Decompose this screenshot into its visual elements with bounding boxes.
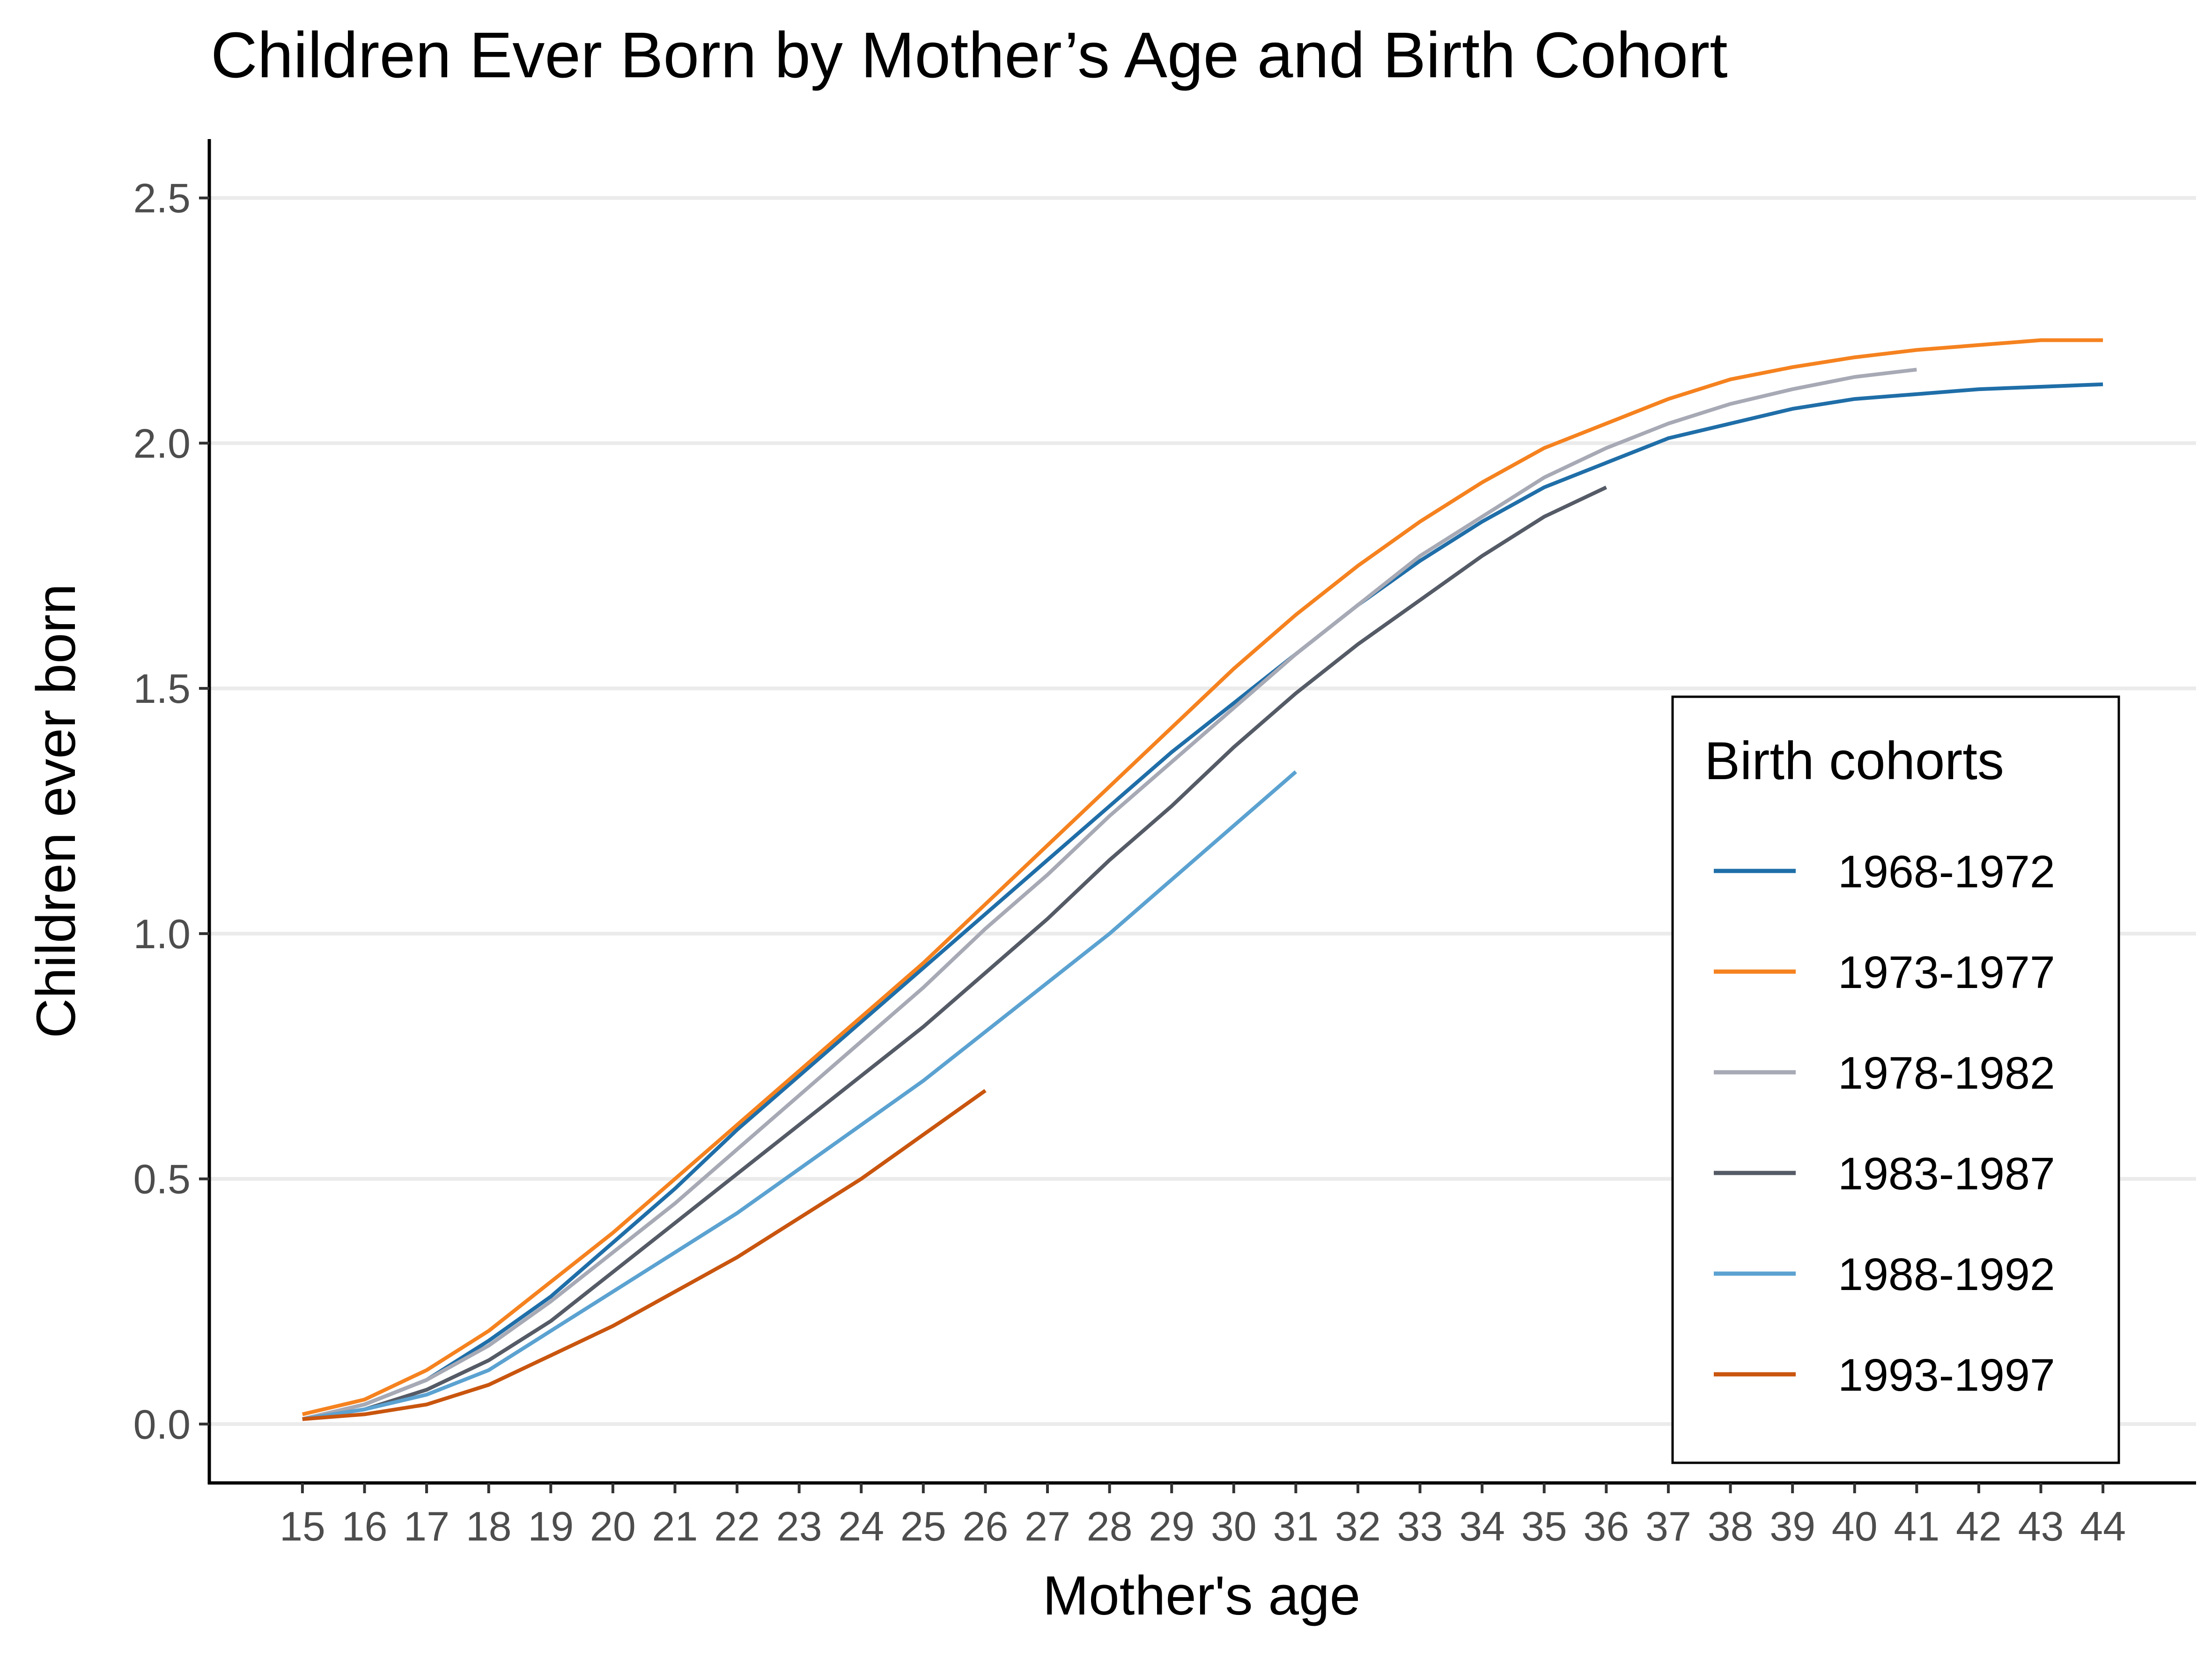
x-tick-label: 38 <box>1708 1503 1754 1549</box>
legend-label: 1988-1992 <box>1838 1249 2055 1300</box>
x-tick-label: 33 <box>1397 1503 1443 1549</box>
chart-title: Children Ever Born by Mother’s Age and B… <box>211 19 1728 91</box>
x-tick-label: 30 <box>1211 1503 1257 1549</box>
legend-label: 1983-1987 <box>1838 1148 2055 1199</box>
y-tick-label: 2.5 <box>133 175 191 221</box>
x-tick-label: 35 <box>1521 1503 1567 1549</box>
x-tick-label: 25 <box>900 1503 946 1549</box>
x-tick-label: 23 <box>776 1503 822 1549</box>
series-line-1978-1982 <box>302 368 1917 1421</box>
x-tick-label: 20 <box>590 1503 636 1549</box>
legend-label: 1993-1997 <box>1838 1349 2055 1401</box>
x-axis-ticks: 15 16 17 18 19 20 21 22 23 24 25 26 27 28 29 30 31 32 33 34… <box>280 1483 2126 1549</box>
x-tick-label: 43 <box>2018 1503 2064 1549</box>
x-tick-label: 24 <box>838 1503 884 1549</box>
legend-title: Birth cohorts <box>1704 731 2004 791</box>
x-tick-label: 17 <box>404 1503 450 1549</box>
series-lines <box>302 338 2103 1421</box>
x-tick-label: 28 <box>1087 1503 1133 1549</box>
legend-label: 1968-1972 <box>1838 846 2055 897</box>
x-tick-label: 26 <box>962 1503 1008 1549</box>
x-tick-label: 21 <box>652 1503 698 1549</box>
x-tick-label: 36 <box>1583 1503 1629 1549</box>
y-tick-label: 0.5 <box>133 1156 191 1202</box>
y-axis-title: Children ever born <box>25 584 87 1039</box>
legend-label: 1973-1977 <box>1838 947 2055 998</box>
x-tick-label: 32 <box>1335 1503 1381 1549</box>
x-axis-title: Mother's age <box>1043 1565 1360 1627</box>
x-tick-label: 16 <box>342 1503 388 1549</box>
y-tick-label: 1.5 <box>133 665 191 712</box>
x-tick-label: 15 <box>280 1503 325 1549</box>
x-tick-label: 41 <box>1894 1503 1939 1549</box>
x-tick-label: 37 <box>1645 1503 1691 1549</box>
series-line-1993-1997 <box>302 1089 987 1421</box>
x-tick-label: 40 <box>1832 1503 1878 1549</box>
legend-label: 1978-1982 <box>1838 1047 2055 1099</box>
series-line-1973-1977 <box>302 338 2103 1416</box>
x-tick-label: 22 <box>714 1503 760 1549</box>
y-tick-label: 2.0 <box>133 420 191 466</box>
x-tick-label: 31 <box>1273 1503 1319 1549</box>
x-tick-label: 19 <box>528 1503 574 1549</box>
y-tick-label: 1.0 <box>133 911 191 957</box>
y-tick-label: 0.0 <box>133 1401 191 1447</box>
x-tick-label: 27 <box>1025 1503 1070 1549</box>
x-tick-label: 39 <box>1770 1503 1815 1549</box>
legend-items: 1968-1972 1973-1977 1978-1982 1983-1987 1988… <box>1714 846 2055 1401</box>
legend: Birth cohorts 1968-1972 1973-1977 1978-198… <box>1671 695 2120 1464</box>
y-axis-ticks: 0.0 0.5 1.0 1.5 2.0 2.5 <box>133 175 209 1447</box>
series-line-1983-1987 <box>302 486 1607 1421</box>
x-tick-label: 42 <box>1956 1503 2002 1549</box>
series-line-1968-1972 <box>302 382 2103 1421</box>
x-tick-label: 34 <box>1459 1503 1505 1549</box>
legend-box <box>1671 695 2120 1464</box>
x-tick-label: 18 <box>466 1503 512 1549</box>
x-tick-label: 44 <box>2080 1503 2126 1549</box>
x-tick-label: 29 <box>1149 1503 1194 1549</box>
series-line-1988-1992 <box>302 770 1298 1421</box>
